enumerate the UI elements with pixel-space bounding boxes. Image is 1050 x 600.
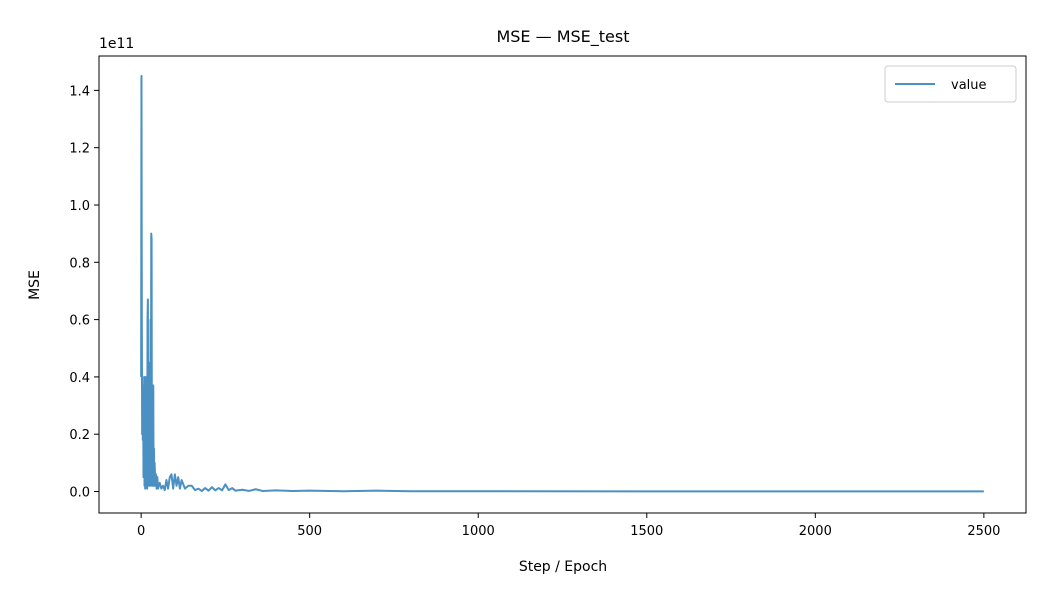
x-tick-label: 1500 [630, 524, 663, 539]
series-line-value [140, 75, 984, 493]
legend-box [884, 65, 1017, 103]
x-tick-label: 0 [137, 524, 145, 539]
x-axis-label: Step / Epoch [519, 559, 607, 575]
plot-frame [98, 55, 1027, 514]
y-offset-text: 1e11 [99, 36, 134, 52]
y-axis-label: MSE [27, 270, 43, 300]
legend-label: value [951, 78, 987, 93]
y-tick-label: 0.0 [69, 486, 90, 501]
chart-title: MSE — MSE_test [496, 27, 629, 47]
y-tick-label: 0.6 [69, 314, 90, 329]
y-tick-label: 1.0 [69, 199, 90, 214]
x-tick-label: 2500 [967, 524, 1000, 539]
x-tick-label: 1000 [462, 524, 495, 539]
plot-area: 0 500 1000 1500 2000 2500 0.0 0.2 0.4 0.6 0.8 1.0 1.… [69, 55, 1027, 539]
y-tick-label: 0.4 [69, 371, 90, 386]
x-tick-label: 500 [297, 524, 322, 539]
y-tick-label: 1.2 [69, 142, 90, 157]
y-tick-label: 1.4 [69, 84, 90, 99]
y-tick-label: 0.2 [69, 428, 90, 443]
y-tick-label: 0.8 [69, 256, 90, 271]
x-tick-label: 2000 [799, 524, 832, 539]
